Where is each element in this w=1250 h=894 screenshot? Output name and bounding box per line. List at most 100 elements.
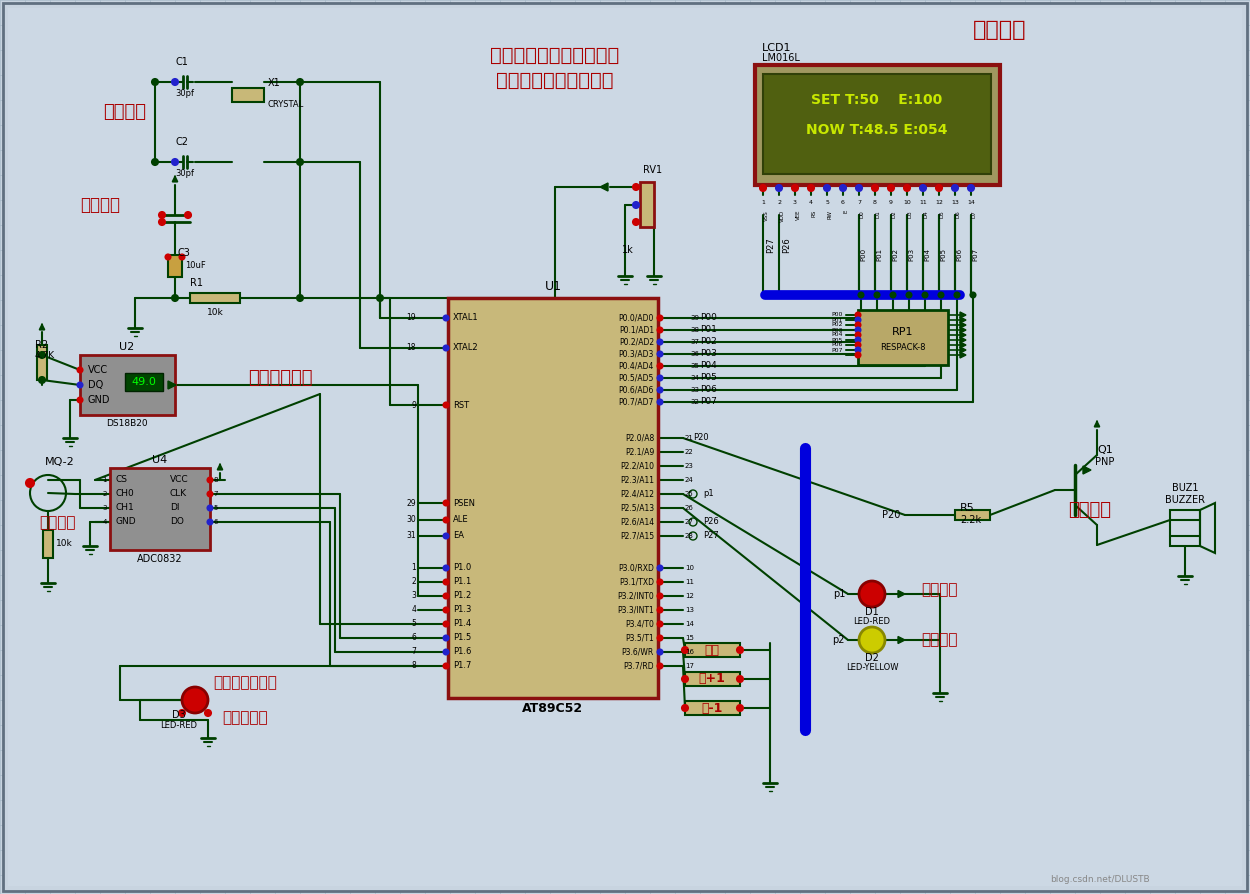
Text: LM016L: LM016L [762, 53, 800, 63]
Circle shape [173, 79, 178, 85]
Text: P0.7/AD7: P0.7/AD7 [619, 398, 654, 407]
Text: 是否有人指示灯: 是否有人指示灯 [213, 676, 278, 690]
Text: P26: P26 [782, 237, 791, 253]
Text: 5: 5 [213, 505, 218, 511]
Text: VEE: VEE [796, 210, 801, 221]
Bar [110, 468, 210, 550]
Text: 32: 32 [690, 399, 699, 405]
Text: P3.5/T1: P3.5/T1 [625, 634, 654, 643]
Circle shape [78, 398, 82, 402]
Bar [448, 298, 658, 698]
Text: 显示电路: 显示电路 [974, 20, 1026, 40]
Circle shape [952, 185, 958, 191]
Text: 设定: 设定 [705, 644, 720, 656]
Text: 1k: 1k [622, 245, 634, 255]
Text: RESPACK-8: RESPACK-8 [880, 343, 926, 352]
Text: VCC: VCC [88, 365, 109, 375]
Text: P07: P07 [831, 348, 842, 352]
Text: P00: P00 [700, 314, 718, 323]
Text: P20: P20 [881, 510, 900, 520]
Text: P3.3/INT1: P3.3/INT1 [618, 605, 654, 614]
Circle shape [179, 710, 185, 716]
Text: D6: D6 [956, 210, 961, 218]
Circle shape [173, 295, 178, 301]
Text: P3.0/RXD: P3.0/RXD [619, 563, 654, 572]
Text: P2.4/A12: P2.4/A12 [620, 490, 654, 499]
Text: 33: 33 [690, 387, 699, 393]
Text: D2: D2 [892, 210, 898, 218]
Circle shape [632, 219, 639, 225]
Text: 1: 1 [411, 563, 416, 572]
Text: 19: 19 [406, 314, 416, 323]
Text: VSS: VSS [764, 210, 769, 221]
Text: DI: DI [170, 503, 180, 512]
Circle shape [165, 255, 170, 259]
Polygon shape [960, 317, 966, 323]
Text: 烟雾超限: 烟雾超限 [921, 632, 959, 647]
Text: 27: 27 [685, 519, 694, 525]
Text: P3.4/T0: P3.4/T0 [625, 620, 654, 628]
Text: P00: P00 [860, 248, 866, 261]
Text: 6: 6 [841, 200, 845, 205]
Text: R2: R2 [35, 340, 48, 350]
Circle shape [920, 185, 926, 191]
Circle shape [658, 650, 662, 654]
Text: P06: P06 [700, 385, 718, 394]
Bar [955, 510, 990, 520]
Text: P05: P05 [831, 338, 842, 342]
Text: 26: 26 [685, 505, 694, 511]
Text: P2.3/A11: P2.3/A11 [620, 476, 654, 485]
Circle shape [658, 636, 662, 640]
Circle shape [78, 367, 82, 373]
Text: 5: 5 [825, 200, 829, 205]
Text: XTAL2: XTAL2 [452, 343, 479, 352]
Circle shape [39, 377, 45, 383]
Circle shape [855, 333, 860, 338]
Text: 25: 25 [685, 491, 694, 497]
Text: 晶振电路: 晶振电路 [104, 103, 146, 121]
Text: blog.csdn.net/DLUSTB: blog.csdn.net/DLUSTB [1050, 875, 1150, 884]
Text: 11: 11 [685, 579, 694, 585]
Text: 34: 34 [690, 375, 699, 381]
Circle shape [658, 579, 662, 585]
Text: 1: 1 [102, 477, 107, 483]
Text: 12: 12 [685, 593, 694, 599]
Polygon shape [960, 322, 966, 328]
Text: DO: DO [170, 518, 184, 527]
Text: P01: P01 [700, 325, 718, 334]
Text: D4: D4 [924, 210, 929, 218]
Bar [125, 373, 162, 391]
Text: D1: D1 [876, 210, 881, 218]
Circle shape [444, 594, 449, 598]
Text: C2: C2 [175, 137, 188, 147]
Text: 火灾烟雾: 火灾烟雾 [40, 516, 76, 530]
Text: P05: P05 [700, 374, 718, 383]
Text: 7: 7 [858, 200, 861, 205]
Circle shape [738, 676, 742, 682]
Circle shape [444, 566, 449, 570]
Text: P00: P00 [831, 313, 842, 317]
Text: P1.4: P1.4 [452, 620, 471, 628]
Text: p2: p2 [832, 635, 845, 645]
Circle shape [855, 313, 860, 317]
Text: P2.7/A15: P2.7/A15 [620, 532, 654, 541]
Text: P1.0: P1.0 [452, 563, 471, 572]
Text: P27: P27 [766, 237, 775, 253]
Circle shape [205, 710, 211, 716]
Text: C3: C3 [177, 248, 191, 258]
Text: 3: 3 [102, 505, 107, 511]
Circle shape [856, 185, 862, 191]
Text: 10k: 10k [206, 308, 224, 317]
Text: P1.6: P1.6 [452, 647, 471, 656]
Text: 加+1: 加+1 [699, 672, 725, 686]
Circle shape [444, 345, 449, 350]
Text: 10: 10 [685, 565, 694, 571]
Bar [762, 74, 991, 174]
Circle shape [444, 663, 449, 669]
Circle shape [658, 621, 662, 627]
Text: P0.6/AD6: P0.6/AD6 [619, 385, 654, 394]
Text: 4.7K: 4.7K [35, 350, 55, 359]
Text: P3.1/TXD: P3.1/TXD [619, 578, 654, 586]
Circle shape [208, 519, 212, 525]
Circle shape [444, 316, 449, 321]
